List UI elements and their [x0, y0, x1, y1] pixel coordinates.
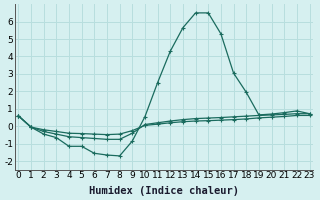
X-axis label: Humidex (Indice chaleur): Humidex (Indice chaleur) [89, 186, 239, 196]
